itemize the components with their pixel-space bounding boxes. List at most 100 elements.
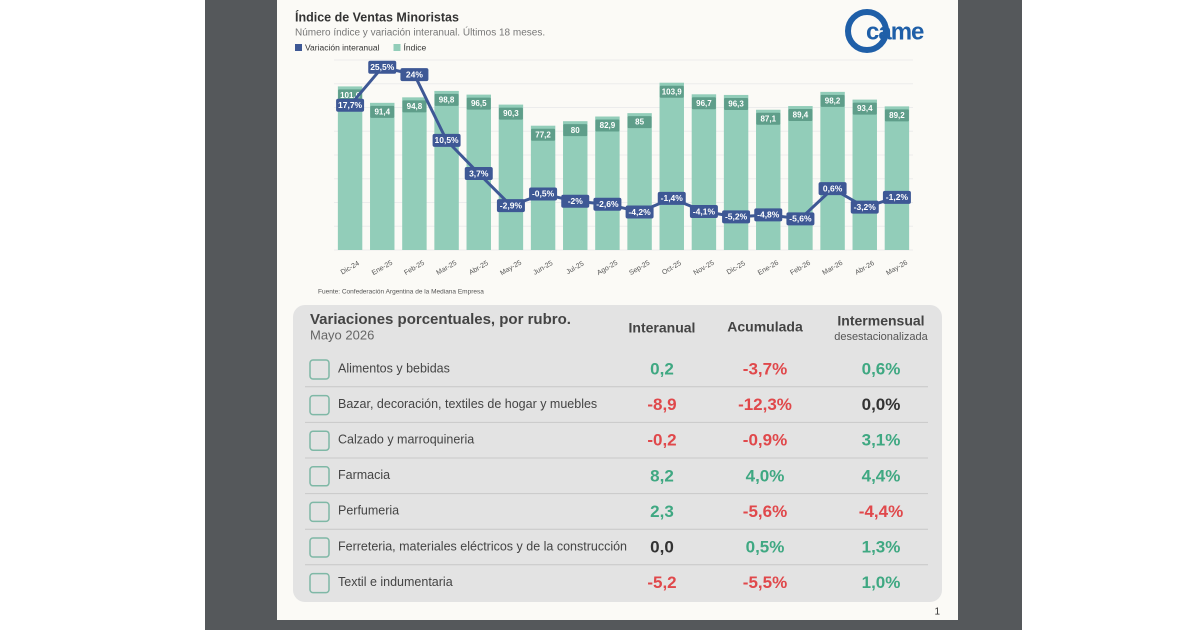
line-label-bg xyxy=(368,60,397,74)
bar-label: 82,9 xyxy=(600,121,616,130)
row-icon xyxy=(309,572,330,594)
line-label-bg xyxy=(657,191,686,205)
bar xyxy=(723,94,749,251)
column-header: Acumulada xyxy=(727,319,803,335)
row-label: Textil e indumentaria xyxy=(338,575,453,589)
line-label-bg xyxy=(625,205,654,219)
row-icon xyxy=(309,430,330,451)
legend-swatch xyxy=(295,44,302,51)
bar xyxy=(370,102,395,250)
bar xyxy=(498,104,524,251)
bar-label-bg xyxy=(498,107,523,120)
bar-label: 93,4 xyxy=(857,104,873,113)
line-label-bg xyxy=(882,190,911,204)
line-label-bg xyxy=(850,200,879,214)
bar-label: 80 xyxy=(571,126,580,135)
line-label-bg xyxy=(818,182,847,196)
line-label-bg xyxy=(464,167,493,181)
bar-label-bg xyxy=(466,97,491,110)
line-label: -1,2% xyxy=(886,192,909,202)
row-icon xyxy=(309,537,330,558)
bar xyxy=(820,91,845,251)
line-label: -4,2% xyxy=(628,207,651,217)
cell-value: 4,0% xyxy=(746,466,785,485)
cell-value: 1,0% xyxy=(862,573,901,592)
row-icon xyxy=(309,501,330,523)
bar-label-bg xyxy=(691,97,716,110)
bar-label-bg xyxy=(531,128,556,141)
bar-label-bg xyxy=(627,116,652,129)
line-label-bg xyxy=(722,210,751,224)
line-label-bg xyxy=(336,98,365,112)
bar-label-bg xyxy=(659,85,684,98)
logo: came xyxy=(845,9,925,53)
line-label: -3,2% xyxy=(854,202,877,212)
bar xyxy=(788,106,813,251)
chart-source: Fuente: Confederación Argentina de la Me… xyxy=(318,289,484,296)
bar-label-bg xyxy=(756,112,781,125)
cell-value: 3,1% xyxy=(862,431,901,450)
line-label: -1,4% xyxy=(661,193,684,203)
line-label: 25,5% xyxy=(370,62,395,72)
cell-value: 0,0% xyxy=(862,395,901,414)
line-label-bg xyxy=(400,68,429,82)
row-icon xyxy=(309,394,330,416)
line-label-bg xyxy=(529,187,558,201)
row-label: Ferreteria, materiales eléctricos y de l… xyxy=(338,539,627,553)
legend-label: Variación interanual xyxy=(305,42,380,52)
row-label: Calzado y marroquineria xyxy=(338,432,474,446)
line-label-bg xyxy=(754,208,783,222)
row-label: Perfumeria xyxy=(338,504,399,518)
bar-label: 98,8 xyxy=(439,96,455,105)
column-header: Intermensual xyxy=(837,313,924,329)
bar-label: 91,4 xyxy=(374,107,390,116)
row-label: Farmacia xyxy=(338,468,390,482)
line-label: 0,6% xyxy=(823,183,843,193)
bar-label-bg xyxy=(852,102,877,115)
line-label-bg xyxy=(561,194,590,208)
bar-label-bg xyxy=(370,105,395,118)
cell-value: -0,9% xyxy=(743,431,787,450)
line-label-bg xyxy=(496,199,525,213)
logo-text: came xyxy=(866,18,924,45)
row-label: Alimentos y bebidas xyxy=(338,361,450,375)
bar-label: 89,2 xyxy=(889,111,905,120)
bar xyxy=(627,113,652,250)
line-label-bg xyxy=(786,212,815,226)
bar xyxy=(595,116,620,250)
bar xyxy=(691,94,717,251)
column-header: Interanual xyxy=(629,320,696,336)
bar-label: 85 xyxy=(635,118,644,127)
bar-label: 87,1 xyxy=(760,114,776,123)
cell-value: 0,0 xyxy=(650,537,674,556)
bar xyxy=(402,97,427,251)
cell-value: 0,6% xyxy=(862,359,901,378)
cell-value: -4,4% xyxy=(859,502,903,521)
bar xyxy=(563,121,588,251)
line-label: 17,7% xyxy=(338,100,363,110)
line-label: 3,7% xyxy=(469,168,489,178)
cell-value: 0,5% xyxy=(746,537,785,556)
bar-label: 96,5 xyxy=(471,99,487,108)
bar-label-bg xyxy=(434,93,459,106)
line-label: -2% xyxy=(568,196,584,206)
bar-label: 96,7 xyxy=(696,99,712,108)
row-label: Bazar, decoración, textiles de hogar y m… xyxy=(338,397,597,411)
line-label-bg xyxy=(432,133,461,147)
cell-value: -3,7% xyxy=(743,359,787,378)
cell-value: -8,9 xyxy=(647,395,676,414)
cell-value: -5,5% xyxy=(743,573,787,592)
bar xyxy=(434,90,459,250)
line-label-bg xyxy=(689,205,718,219)
bar-label: 101,6 xyxy=(340,91,361,100)
line-label: 24% xyxy=(406,69,423,79)
page-number: 1 xyxy=(934,607,940,618)
legend-label: Índice xyxy=(404,42,427,52)
bar xyxy=(756,109,781,250)
bar xyxy=(659,82,684,250)
chart-subtitle: Número índice y variación interanual. Úl… xyxy=(295,26,545,39)
bar-label: 94,8 xyxy=(407,102,423,111)
row-icon xyxy=(309,466,330,487)
